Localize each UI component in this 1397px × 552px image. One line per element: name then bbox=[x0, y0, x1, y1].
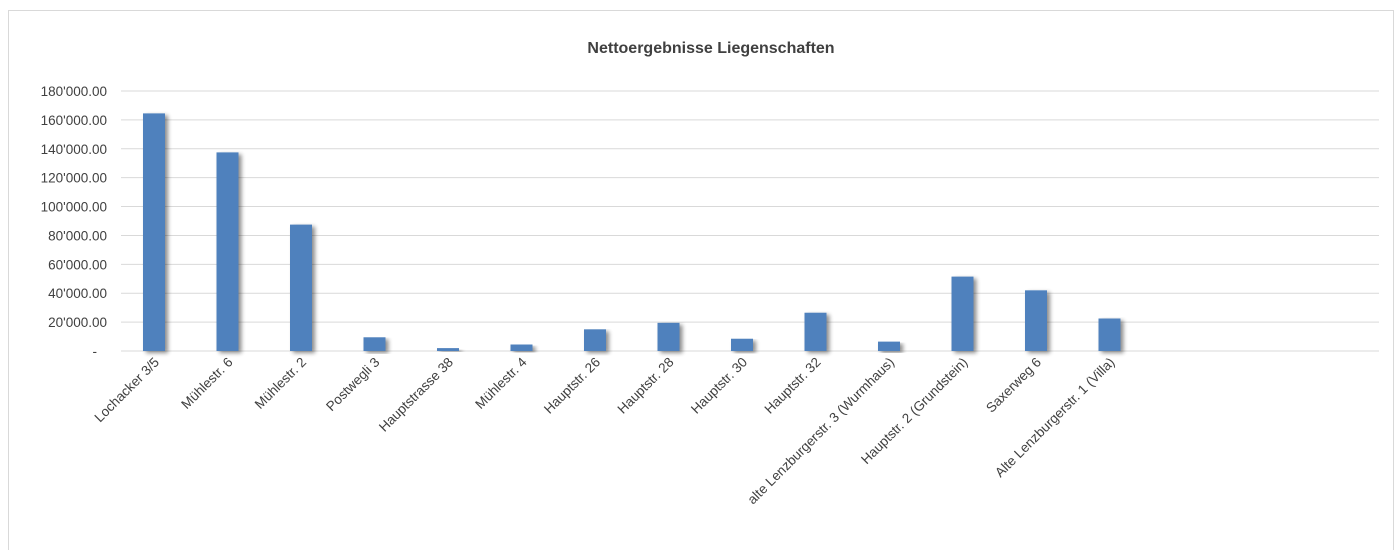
bar bbox=[143, 113, 165, 351]
y-tick-label: 40'000.00 bbox=[48, 286, 107, 301]
y-tick-label: 80'000.00 bbox=[48, 228, 107, 243]
x-category-label: Mühlestr. 4 bbox=[472, 354, 530, 412]
chart-title: Nettoergebnisse Liegenschaften bbox=[587, 40, 834, 57]
y-tick-label: 160'000.00 bbox=[41, 113, 107, 128]
bar bbox=[1025, 290, 1047, 351]
chart-frame: Nettoergebnisse Liegenschaften - 20'000.0… bbox=[8, 10, 1394, 550]
x-category-label: Hauptstr. 26 bbox=[541, 355, 603, 417]
bar-chart: Nettoergebnisse Liegenschaften - 20'000.0… bbox=[41, 40, 1379, 507]
x-category-label: Mühlestr. 6 bbox=[178, 355, 235, 412]
bar bbox=[731, 338, 753, 351]
bar bbox=[216, 152, 239, 351]
bar bbox=[1098, 318, 1121, 351]
x-category-label: Lochacker 3/5 bbox=[92, 355, 163, 426]
bar bbox=[878, 341, 900, 351]
x-category-label: Hauptstrasse 38 bbox=[376, 355, 456, 435]
y-tick-label: - bbox=[93, 344, 98, 359]
y-tick-label: 180'000.00 bbox=[41, 84, 107, 99]
bar bbox=[437, 348, 459, 351]
x-category-label: Alte Lenzburgerstr. 1 (Villa) bbox=[992, 355, 1118, 481]
y-tick-label: 100'000.00 bbox=[41, 200, 107, 215]
y-tick-label: 60'000.00 bbox=[48, 257, 107, 272]
bar bbox=[290, 224, 312, 351]
y-tick-label: 140'000.00 bbox=[41, 142, 107, 157]
bar bbox=[363, 337, 386, 351]
x-axis-labels: Lochacker 3/5 Mühlestr. 6 Mühlestr. 2 Postw… bbox=[92, 354, 1118, 507]
x-category-label: Hauptstr. 30 bbox=[688, 355, 750, 417]
x-category-label: Postwegli 3 bbox=[323, 355, 382, 414]
x-category-label: Hauptstr. 28 bbox=[615, 355, 677, 417]
y-axis-ticks: - 20'000.00 40'000.00 60'000.00 80'000.00 100… bbox=[41, 84, 107, 359]
x-category-label: alte Lenzburgerstr. 3 (Wurmhaus) bbox=[744, 355, 897, 508]
gridlines bbox=[121, 90, 1379, 352]
y-tick-label: 120'000.00 bbox=[41, 171, 107, 186]
bar bbox=[657, 322, 680, 351]
bar bbox=[804, 312, 827, 351]
bar bbox=[510, 344, 533, 351]
x-category-label: Hauptstr. 32 bbox=[762, 355, 824, 417]
x-category-label: Saxerweg 6 bbox=[983, 355, 1044, 416]
bar bbox=[584, 329, 606, 351]
bar bbox=[951, 276, 974, 351]
bars bbox=[143, 113, 1121, 351]
x-category-label: Mühlestr. 2 bbox=[252, 355, 309, 412]
y-tick-label: 20'000.00 bbox=[48, 315, 107, 330]
